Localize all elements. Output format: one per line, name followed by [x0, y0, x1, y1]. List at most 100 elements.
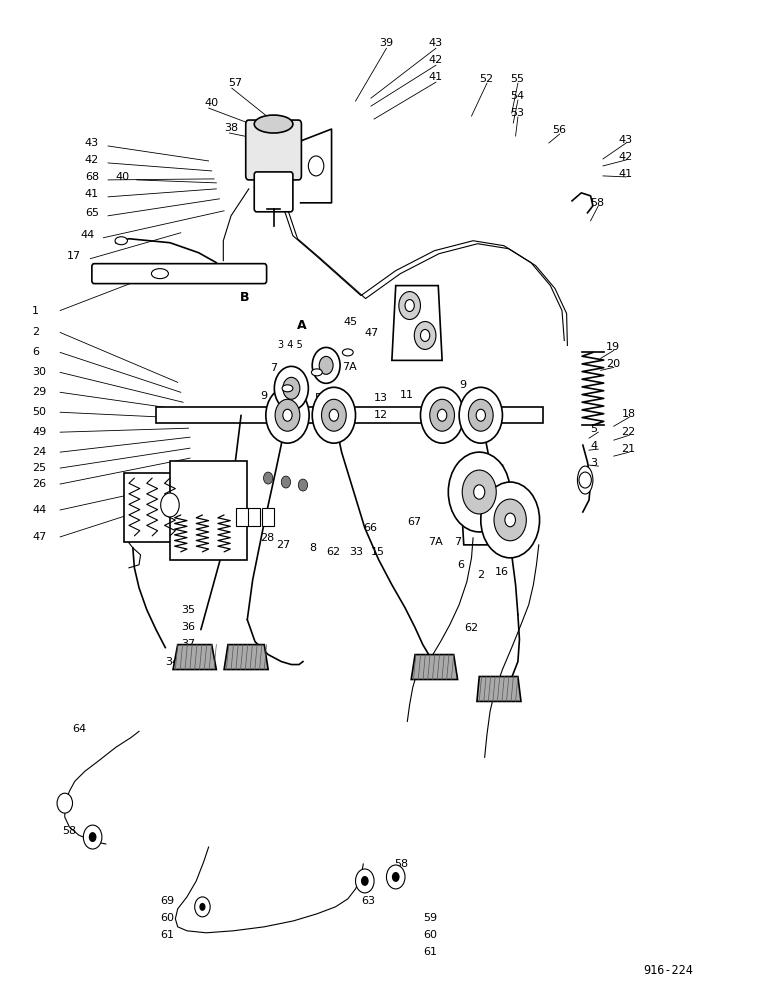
Text: 5: 5	[591, 424, 598, 434]
Text: 7: 7	[271, 363, 278, 373]
Circle shape	[579, 472, 591, 488]
Circle shape	[386, 865, 405, 889]
Text: 7: 7	[454, 537, 461, 547]
FancyBboxPatch shape	[237, 508, 249, 526]
Text: 21: 21	[622, 444, 636, 454]
Polygon shape	[477, 677, 521, 701]
FancyBboxPatch shape	[156, 407, 542, 423]
Text: 29: 29	[33, 387, 47, 397]
Text: 23: 23	[224, 540, 238, 550]
Text: B: B	[181, 462, 190, 475]
Ellipse shape	[282, 385, 293, 392]
Circle shape	[355, 869, 374, 893]
Text: 61: 61	[423, 947, 437, 957]
Circle shape	[494, 499, 526, 541]
Text: 58: 58	[394, 859, 408, 869]
Text: 44: 44	[80, 230, 95, 240]
Text: 53: 53	[510, 108, 524, 118]
Text: 43: 43	[428, 38, 442, 48]
Text: 3: 3	[591, 458, 598, 468]
Text: 43: 43	[618, 135, 632, 145]
Text: 9: 9	[459, 380, 466, 390]
Circle shape	[505, 513, 515, 527]
Circle shape	[481, 482, 539, 558]
Text: 26: 26	[33, 479, 47, 489]
Text: 51: 51	[314, 393, 328, 403]
FancyBboxPatch shape	[248, 508, 261, 526]
Text: 18: 18	[622, 409, 636, 419]
Text: 35: 35	[181, 605, 195, 615]
Text: 4: 4	[591, 441, 598, 451]
Circle shape	[275, 399, 300, 431]
Text: 58: 58	[62, 826, 76, 836]
FancyBboxPatch shape	[255, 172, 293, 212]
Text: 24: 24	[33, 447, 47, 457]
Text: 11: 11	[400, 390, 414, 400]
FancyBboxPatch shape	[246, 120, 301, 180]
Text: 41: 41	[618, 169, 632, 179]
Circle shape	[473, 485, 485, 499]
Text: 42: 42	[428, 55, 442, 65]
Circle shape	[421, 329, 430, 341]
Text: 60: 60	[160, 913, 174, 923]
Text: 37: 37	[181, 639, 195, 649]
Text: 16: 16	[495, 567, 509, 577]
Circle shape	[282, 409, 292, 421]
Text: 41: 41	[428, 72, 442, 82]
FancyBboxPatch shape	[92, 264, 267, 284]
Circle shape	[405, 300, 414, 312]
FancyBboxPatch shape	[262, 508, 275, 526]
Text: 30: 30	[33, 367, 47, 377]
Text: 25: 25	[33, 463, 47, 473]
Text: 62: 62	[464, 623, 478, 633]
Ellipse shape	[255, 115, 293, 133]
Text: 13: 13	[374, 393, 388, 403]
Text: 42: 42	[85, 155, 99, 165]
Text: 55: 55	[510, 74, 524, 84]
Text: 19: 19	[606, 342, 620, 352]
Text: A: A	[296, 319, 307, 332]
Text: 68: 68	[85, 172, 99, 182]
Circle shape	[319, 356, 333, 374]
Ellipse shape	[577, 466, 593, 494]
Text: 54: 54	[510, 91, 525, 101]
Circle shape	[438, 409, 447, 421]
Circle shape	[430, 399, 455, 431]
Text: 15: 15	[371, 547, 385, 557]
Text: 42: 42	[618, 152, 632, 162]
Text: 34: 34	[165, 657, 179, 667]
Text: 6: 6	[458, 560, 465, 570]
Text: 50: 50	[33, 407, 47, 417]
Ellipse shape	[115, 237, 127, 245]
Text: 44: 44	[33, 505, 47, 515]
Circle shape	[199, 903, 206, 911]
Text: 62: 62	[326, 547, 340, 557]
Circle shape	[88, 832, 96, 842]
Text: 9: 9	[261, 391, 268, 401]
Text: 63: 63	[361, 896, 375, 906]
Circle shape	[282, 377, 300, 399]
Text: 27: 27	[276, 540, 290, 550]
Text: 2: 2	[477, 570, 484, 580]
Text: B: B	[240, 291, 249, 304]
Text: 3 4 5: 3 4 5	[279, 340, 303, 350]
Text: 40: 40	[116, 172, 130, 182]
Circle shape	[57, 793, 72, 813]
Text: 7A: 7A	[428, 537, 443, 547]
Text: 38: 38	[224, 123, 238, 133]
Text: 57: 57	[228, 78, 242, 88]
Circle shape	[298, 479, 307, 491]
Text: 41: 41	[85, 189, 99, 199]
Circle shape	[275, 366, 308, 410]
Text: 8: 8	[309, 543, 317, 553]
Circle shape	[399, 292, 421, 320]
Text: 66: 66	[363, 523, 377, 533]
Polygon shape	[411, 655, 458, 680]
Text: 59: 59	[423, 913, 437, 923]
Text: 36: 36	[181, 622, 195, 632]
Circle shape	[264, 472, 273, 484]
Text: 39: 39	[379, 38, 393, 48]
Ellipse shape	[311, 369, 322, 376]
Circle shape	[312, 347, 340, 383]
Text: 1: 1	[33, 306, 40, 316]
